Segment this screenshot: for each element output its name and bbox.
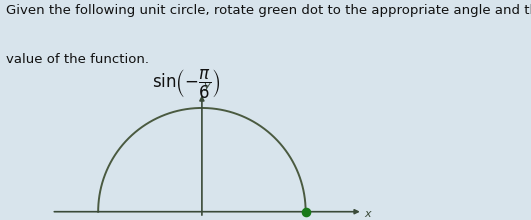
Text: x: x bbox=[365, 209, 371, 219]
Text: value of the function.: value of the function. bbox=[6, 53, 149, 66]
Text: Given the following unit circle, rotate green dot to the appropriate angle and t: Given the following unit circle, rotate … bbox=[6, 4, 531, 17]
Text: y: y bbox=[204, 81, 210, 91]
Text: $\sin\!\left(-\dfrac{\pi}{6}\right)$: $\sin\!\left(-\dfrac{\pi}{6}\right)$ bbox=[152, 67, 220, 100]
Point bbox=[302, 210, 310, 213]
